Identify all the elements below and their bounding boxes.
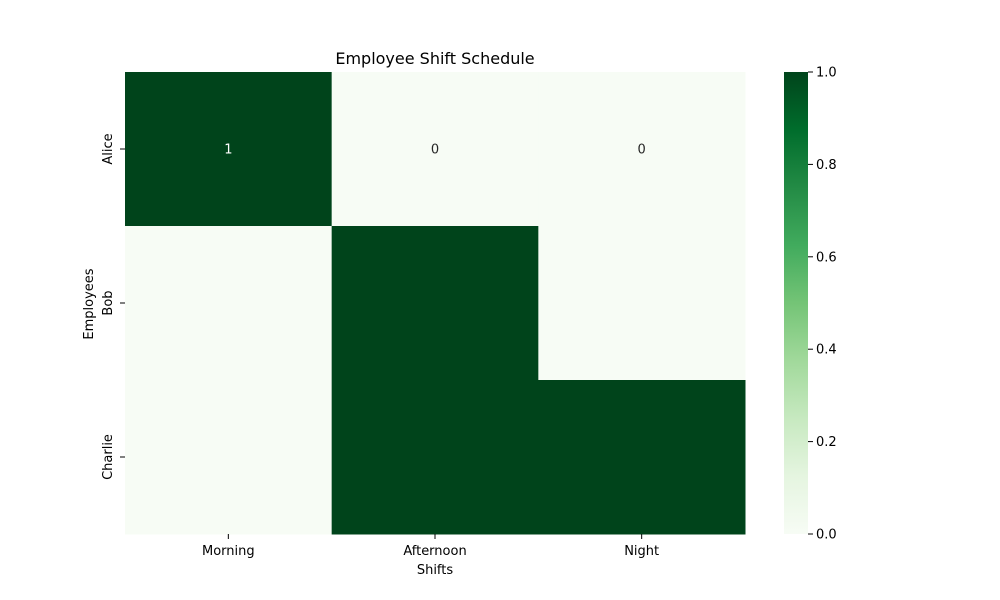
x-tick-label-morning: Morning [202,544,255,559]
y-tick-label-alice: Alice [101,133,116,164]
colorbar-tick-label: 0.2 [816,435,837,450]
y-axis-label: Employees [82,268,97,339]
y-axis-ticks: Alice Bob Charlie [101,133,125,480]
heatmap-cell-bob-night [538,226,746,381]
heatmap-cell-alice-morning [125,72,333,227]
heatmap-cells [125,72,746,535]
heatmap-cell-bob-afternoon [331,226,539,381]
cell-annotation: 1 [224,143,232,158]
cell-annotations: 1 0 0 [224,143,646,158]
chart-title: Employee Shift Schedule [335,49,534,68]
heatmap-cell-charlie-afternoon [331,380,539,535]
x-axis-ticks: Morning Afternoon Night [202,534,659,559]
colorbar-ticks: 0.0 0.2 0.4 0.6 0.8 1.0 [808,66,837,543]
x-axis-label: Shifts [417,563,454,578]
heatmap-cell-bob-morning [125,226,333,381]
colorbar-tick-label: 1.0 [816,66,837,81]
colorbar-tick-label: 0.8 [816,158,837,173]
heatmap-cell-charlie-morning [125,380,333,535]
cell-annotation: 0 [431,143,439,158]
colorbar-tick-label: 0.0 [816,528,837,543]
colorbar-tick-label: 0.6 [816,250,837,265]
colorbar-tick-label: 0.4 [816,343,837,358]
cell-annotation: 0 [638,143,646,158]
x-tick-label-night: Night [624,544,659,559]
heatmap-cell-alice-night [538,72,746,227]
heatmap-cell-alice-afternoon [331,72,539,227]
heatmap-cell-charlie-night [538,380,746,535]
x-tick-label-afternoon: Afternoon [403,544,466,559]
y-tick-label-charlie: Charlie [101,434,116,480]
colorbar [784,72,808,534]
y-tick-label-bob: Bob [101,290,116,315]
